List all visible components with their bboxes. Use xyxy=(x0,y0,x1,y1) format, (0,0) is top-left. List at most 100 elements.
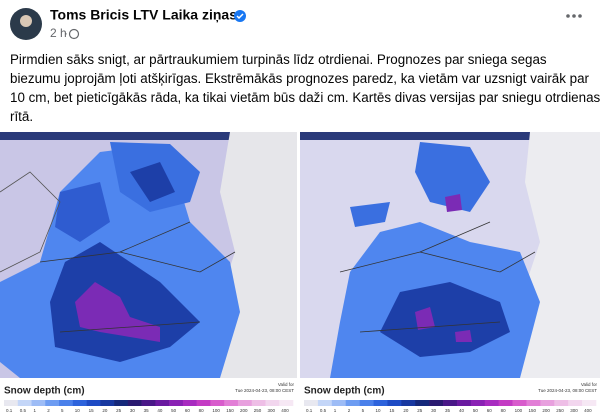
scale-label: 20 xyxy=(102,408,108,413)
scale-swatch xyxy=(86,400,101,406)
scale-swatch xyxy=(429,400,444,406)
scale-swatch xyxy=(401,400,416,406)
scale-swatch xyxy=(4,400,19,406)
map-right[interactable] xyxy=(300,132,600,378)
valid-label: Valid for xyxy=(278,382,295,387)
scale-swatch xyxy=(141,400,156,406)
snow-extreme xyxy=(75,282,160,342)
scale-swatch xyxy=(224,400,239,406)
scale-label: 20 xyxy=(403,408,409,413)
scale-swatch xyxy=(100,400,115,406)
scale-swatch xyxy=(415,400,430,406)
borders xyxy=(339,221,536,333)
snow-extreme xyxy=(415,194,472,342)
image-gap xyxy=(297,132,300,415)
scale-swatch xyxy=(237,400,253,406)
scale-label: 80 xyxy=(501,408,507,413)
scale-swatch xyxy=(345,400,360,406)
scale-label: 100 xyxy=(212,408,220,413)
scale-swatch xyxy=(196,400,211,406)
text-line: 10 cm, bet pieticīgākās rāda, ka tikai v… xyxy=(10,90,600,105)
scale-label: 80 xyxy=(199,408,205,413)
scale-label: 5 xyxy=(362,408,365,413)
text-line: rītā. xyxy=(10,109,34,124)
avatar-face xyxy=(20,15,32,27)
scale-label: 300 xyxy=(570,408,578,413)
scale-label: 30 xyxy=(431,408,437,413)
post-header: Toms Bricis LTV Laika ziņas 2 h · xyxy=(10,7,582,40)
map-header-bar xyxy=(0,132,297,140)
snow-heavy xyxy=(130,162,175,202)
globe-icon xyxy=(68,28,80,40)
scale-label: 5 xyxy=(61,408,64,413)
scale-label: 250 xyxy=(254,408,262,413)
legend-bg xyxy=(0,378,297,415)
snow-heavy xyxy=(50,242,200,362)
scale-swatch xyxy=(498,400,513,406)
scale-label: 300 xyxy=(267,408,275,413)
coastline xyxy=(0,171,61,273)
snow-area xyxy=(55,182,110,242)
menu-dot[interactable] xyxy=(578,14,582,18)
scale-label: 25 xyxy=(417,408,423,413)
scale-swatch xyxy=(554,400,569,406)
scale-swatch xyxy=(210,400,225,406)
scale-label: 25 xyxy=(116,408,122,413)
map-header-bar xyxy=(300,132,600,140)
scale-label: 50 xyxy=(171,408,177,413)
scale-label: 40 xyxy=(157,408,163,413)
borders xyxy=(39,221,236,333)
scale-label: 1 xyxy=(334,408,337,413)
scale-swatch xyxy=(265,400,280,406)
scale-swatch xyxy=(182,400,197,406)
scale-label: 40 xyxy=(459,408,465,413)
post-text: Pirmdien sāks snigt, ar pārtraukumiem tu… xyxy=(10,50,600,126)
map-left[interactable] xyxy=(0,132,297,378)
scale-label: 400 xyxy=(584,408,592,413)
scale-label: 60 xyxy=(185,408,191,413)
scale-label: 10 xyxy=(75,408,81,413)
verified-check xyxy=(236,13,244,20)
scale-label: 60 xyxy=(487,408,493,413)
scale-label: 100 xyxy=(515,408,523,413)
scale-label: 200 xyxy=(240,408,248,413)
scale-label: 15 xyxy=(389,408,395,413)
author-name[interactable]: Toms Bricis LTV Laika ziņas xyxy=(50,7,237,23)
legend-title: Snow depth (cm) xyxy=(4,386,85,397)
scale-label: 50 xyxy=(473,408,479,413)
scale-label: 1 xyxy=(34,408,37,413)
text-line: biezumu joprojām ļoti atšķirīgas. Ekstrē… xyxy=(10,71,590,86)
scale-swatch xyxy=(470,400,486,406)
scale-label: 0.1 xyxy=(6,408,13,413)
scale-swatch xyxy=(72,400,87,406)
scale-label: 30 xyxy=(130,408,136,413)
scale-swatch xyxy=(512,400,527,406)
scale-label: 2 xyxy=(348,408,351,413)
valid-label: Valid for xyxy=(581,382,598,387)
images: Snow depth (cm) Valid for Tue 2024-04-23… xyxy=(0,132,600,415)
scale-swatch xyxy=(456,400,472,406)
menu-dot[interactable] xyxy=(566,14,570,18)
scale-label: 10 xyxy=(376,408,382,413)
scale-label: 0.1 xyxy=(306,408,313,413)
scale-swatch xyxy=(127,400,142,406)
menu-dot[interactable] xyxy=(572,14,576,18)
snow-heavy xyxy=(380,282,510,357)
scale-swatch xyxy=(526,400,541,406)
scale-swatch xyxy=(359,400,374,406)
valid-time: Tue 2024-04-23, 08:00 CEST xyxy=(538,388,597,393)
scale-swatch xyxy=(114,400,129,406)
legend-bg xyxy=(300,378,600,415)
scale-swatch xyxy=(373,400,388,406)
scale-label: 250 xyxy=(556,408,564,413)
snow-area xyxy=(415,142,490,212)
scale-label: 150 xyxy=(226,408,234,413)
scale-label: 2 xyxy=(47,408,50,413)
scale-swatch xyxy=(31,400,46,406)
scale-swatch xyxy=(331,400,347,406)
scale-label: 35 xyxy=(144,408,150,413)
post-time[interactable]: 2 h xyxy=(50,26,67,40)
scale-swatch xyxy=(582,400,597,406)
scale-swatch xyxy=(568,400,583,406)
scale-label: 0.5 xyxy=(20,408,27,413)
